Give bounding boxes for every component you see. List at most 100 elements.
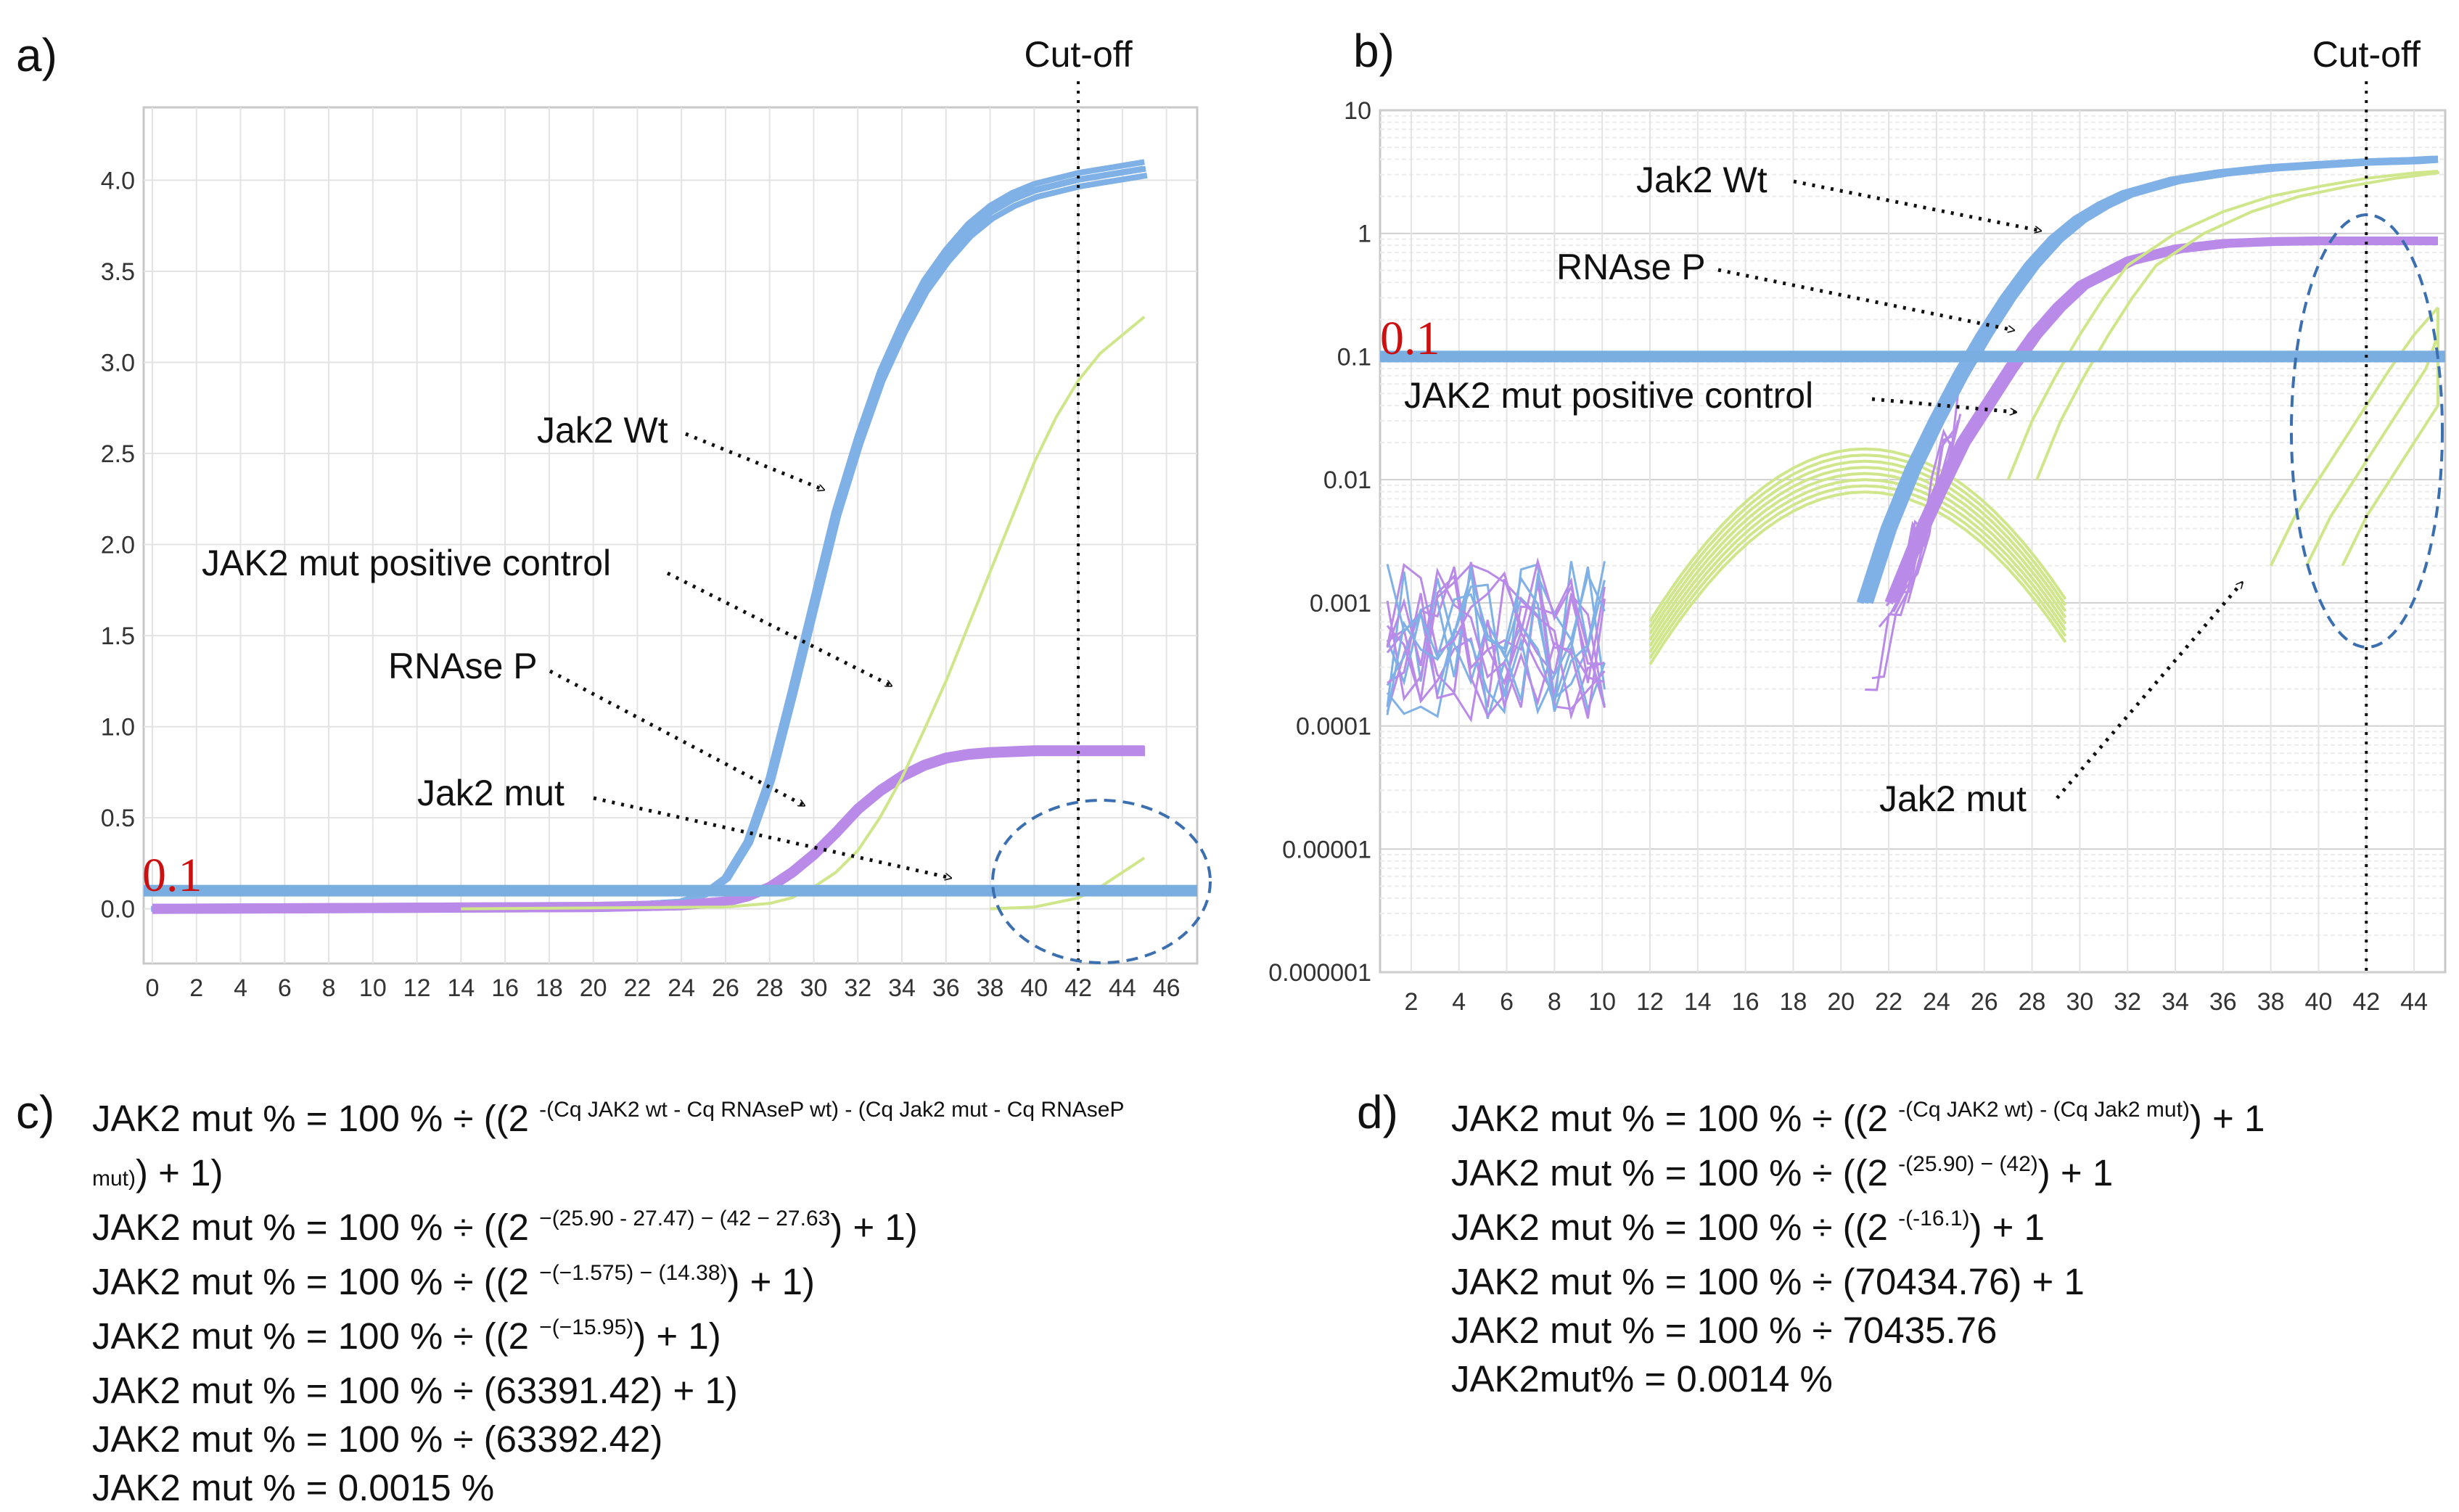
chart-b-noise-arc xyxy=(1649,447,2067,623)
equation-d-text: JAK2 mut % = 100 % ÷ ((2 xyxy=(1451,1152,1899,1193)
chart-a-x-tick: 4 xyxy=(234,974,247,1002)
equation-c-line: JAK2 mut % = 100 % ÷ ((2 −(−15.95)) + 1) xyxy=(92,1312,1124,1366)
chart-b-x-tick: 8 xyxy=(1548,988,1561,1016)
equation-c-text: JAK2 mut % = 0.0015 % xyxy=(92,1467,495,1508)
chart-a-x-tick: 14 xyxy=(447,974,475,1002)
equation-d-text: JAK2 mut % = 100 % ÷ ((2 xyxy=(1451,1207,1899,1248)
chart-a-y-tick: 0.5 xyxy=(101,805,135,832)
chart-a-x-tick: 30 xyxy=(800,974,828,1002)
chart-b-x-tick-labels: 2 4 6 8 10 12 14 16 18 20 22 24 26 28 30 32 34 36 38 40 42 44 xyxy=(1404,988,2428,1016)
chart-b-series-line xyxy=(2035,170,2439,480)
equation-c-line: JAK2 mut % = 100 % ÷ ((2 -(Cq JAK2 wt - … xyxy=(92,1094,1124,1149)
chart-b-x-tick: 34 xyxy=(2162,988,2189,1016)
chart-a-x-tick: 8 xyxy=(322,974,336,1002)
chart-a-x-tick: 44 xyxy=(1109,974,1136,1002)
equation-c-line: JAK2 mut % = 100 % ÷ (63391.42) + 1) xyxy=(92,1366,1124,1415)
chart-b-x-tick: 30 xyxy=(2066,988,2093,1016)
equations-c: JAK2 mut % = 100 % ÷ ((2 -(Cq JAK2 wt - … xyxy=(92,1094,1124,1512)
chart-b-y-tick: 0.00001 xyxy=(1282,836,1371,863)
chart-b-x-tick: 20 xyxy=(1827,988,1855,1016)
chart-b-x-tick: 42 xyxy=(2352,988,2380,1016)
chart-a-jak2-mut-highlight-ellipse xyxy=(991,799,1212,964)
chart-b-series-line xyxy=(2305,307,2439,567)
chart-b-noise-trace xyxy=(1386,556,1606,708)
chart-b-y-tick: 0.1 xyxy=(1337,343,1371,371)
chart-b-noise-arc xyxy=(1649,466,2067,641)
chart-b-threshold-label: 0.1 xyxy=(1380,312,1440,365)
chart-a-x-tick: 6 xyxy=(278,974,292,1002)
chart-b-x-tick: 12 xyxy=(1636,988,1664,1016)
chart-a-y-tick: 3.0 xyxy=(101,349,135,377)
chart-b-x-tick: 26 xyxy=(1971,988,1998,1016)
equations-d: JAK2 mut % = 100 % ÷ ((2 -(Cq JAK2 wt) -… xyxy=(1451,1094,2265,1403)
chart-a-y-tick: 2.5 xyxy=(101,440,135,468)
chart-b-x-tick: 2 xyxy=(1404,988,1418,1016)
chart-b-annotation-jak2-mut: Jak2 mut xyxy=(1879,778,2027,819)
chart-b-noise-arc xyxy=(1649,459,2067,635)
equation-c-exponent: −(−1.575) − (14.38) xyxy=(539,1261,728,1285)
chart-a-x-tick: 40 xyxy=(1020,974,1048,1002)
equation-d-text: JAK2 mut % = 100 % ÷ 70435.76 xyxy=(1451,1310,1998,1351)
equation-c-text: JAK2 mut % = 100 % ÷ ((2 xyxy=(92,1261,540,1302)
equation-d-exponent: -(-16.1) xyxy=(1898,1207,1970,1230)
equation-c-text: ) + 1) xyxy=(830,1207,918,1248)
chart-a-x-tick: 16 xyxy=(491,974,519,1002)
chart-a-y-tick: 2.0 xyxy=(101,532,135,559)
chart-a-x-tick: 22 xyxy=(624,974,652,1002)
chart-a-x-tick: 34 xyxy=(888,974,916,1002)
equation-d-line: JAK2 mut % = 100 % ÷ (70434.76) + 1 xyxy=(1451,1257,2265,1306)
chart-b-grid xyxy=(1380,110,2445,973)
chart-b-noise-arc xyxy=(1649,484,2067,660)
chart-a-y-tick: 1.0 xyxy=(101,714,135,741)
chart-b-noise-trace xyxy=(1386,561,1606,712)
chart-a-plot-frame xyxy=(142,106,1199,965)
equation-c-line: JAK2 mut % = 0.0015 % xyxy=(92,1463,1124,1512)
chart-b-noise-trace xyxy=(1386,574,1606,718)
chart-a-x-tick: 2 xyxy=(189,974,203,1002)
chart-b-x-tick: 24 xyxy=(1923,988,1950,1016)
equation-c-text: ) + 1) xyxy=(633,1315,721,1357)
chart-a-y-tick: 0.0 xyxy=(101,896,135,924)
chart-a-arrow-positive-control xyxy=(666,571,891,688)
chart-b-x-tick: 22 xyxy=(1875,988,1902,1016)
chart-a-x-tick: 32 xyxy=(844,974,871,1002)
chart-a-x-tick: 0 xyxy=(146,974,160,1002)
equation-c-exponent: −(−15.95) xyxy=(539,1315,634,1339)
chart-b-y-tick: 0.0001 xyxy=(1296,713,1371,741)
chart-b-x-tick: 18 xyxy=(1780,988,1807,1016)
chart-b-y-tick: 0.000001 xyxy=(1268,959,1371,987)
chart-a-y-tick: 3.5 xyxy=(101,258,135,286)
chart-a-x-tick: 26 xyxy=(712,974,739,1002)
chart-a-x-tick: 42 xyxy=(1064,974,1092,1002)
chart-b-annotation-jak2-wt: Jak2 Wt xyxy=(1636,160,1768,200)
equation-c-exponent: −(25.90 - 27.47) − (42 − 27.63 xyxy=(539,1207,831,1230)
chart-b-x-tick: 14 xyxy=(1684,988,1712,1016)
chart-b-cutoff-label: Cut-off xyxy=(2312,34,2421,75)
equation-c-text: JAK2 mut % = 100 % ÷ ((2 xyxy=(92,1207,540,1248)
equation-d-line: JAK2 mut % = 100 % ÷ ((2 -(-16.1)) + 1 xyxy=(1451,1203,2265,1257)
chart-b-x-tick: 32 xyxy=(2114,988,2141,1016)
chart-a-x-tick: 10 xyxy=(359,974,387,1002)
chart-b-y-tick: 1 xyxy=(1358,221,1371,248)
chart-b-jak2-mut-highlight-ellipse xyxy=(2290,213,2444,649)
chart-b-x-tick: 38 xyxy=(2257,988,2285,1016)
equation-c-line: JAK2 mut % = 100 % ÷ ((2 −(25.90 - 27.47… xyxy=(92,1203,1124,1257)
chart-a-x-tick: 20 xyxy=(580,974,607,1002)
chart-b-x-tick: 40 xyxy=(2305,988,2333,1016)
equation-d-line: JAK2 mut % = 100 % ÷ ((2 -(25.90) − (42)… xyxy=(1451,1149,2265,1203)
chart-a-y-tick: 1.5 xyxy=(101,623,135,650)
chart-a-x-tick: 28 xyxy=(756,974,784,1002)
chart-a-x-tick: 38 xyxy=(977,974,1004,1002)
equation-d-text: JAK2 mut % = 100 % ÷ (70434.76) + 1 xyxy=(1451,1261,2085,1302)
chart-b-arrow-jak2-mut xyxy=(2056,583,2242,800)
chart-b-series-line xyxy=(2269,306,2439,567)
equation-d-text: ) + 1 xyxy=(2189,1098,2265,1139)
chart-b-x-tick: 16 xyxy=(1732,988,1760,1016)
panel-label-a: a) xyxy=(16,29,57,81)
chart-b-annotation-positive-control: JAK2 mut positive control xyxy=(1404,375,1813,416)
chart-b-series-line xyxy=(1866,155,2439,604)
equation-c-text: ) + 1) xyxy=(727,1261,815,1302)
equation-d-text: ) + 1 xyxy=(1969,1207,2045,1248)
chart-a: 0.00.51.01.52.02.53.03.54.0 0 2 4 6 8 10 12 14 1… xyxy=(101,34,1212,1002)
